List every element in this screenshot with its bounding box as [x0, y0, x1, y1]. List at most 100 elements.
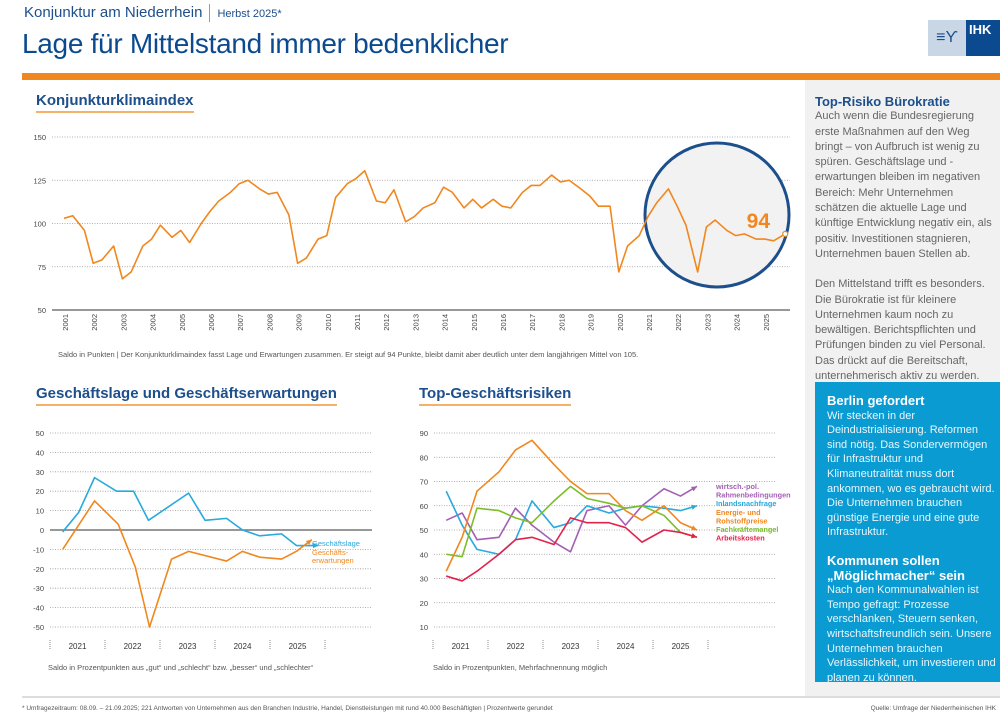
- chart3-title: Top-Geschäftsrisiken: [419, 385, 572, 406]
- series-line: [445, 485, 698, 553]
- y-tick-label: 125: [33, 176, 46, 185]
- highlight-value: 94: [747, 210, 771, 233]
- y-tick-label: 0: [40, 526, 44, 535]
- logo-text: IHK: [966, 20, 1000, 56]
- y-tick-label: 50: [38, 306, 46, 315]
- box2-title1: Berlin gefordert: [827, 393, 925, 408]
- y-tick-label: -30: [33, 584, 44, 593]
- eagle-icon: ≡ϒ: [928, 20, 966, 56]
- box2-paragraph2: Nach den Kommunalwahlen ist Tempo gefrag…: [827, 584, 996, 684]
- y-tick-label: -10: [33, 545, 44, 554]
- x-tick-label: 2008: [265, 314, 274, 331]
- series-line-arrow-icon: [691, 504, 697, 510]
- series-line: [445, 490, 698, 556]
- chart2-caption: Saldo in Prozentpunkten aus „gut“ und „s…: [48, 663, 314, 672]
- y-tick-label: 20: [420, 599, 428, 608]
- x-tick-label: 2025: [762, 314, 771, 331]
- x-tick-label: 2003: [119, 314, 128, 331]
- chart1-caption: Saldo in Punkten | Der Konjunkturklimain…: [58, 350, 639, 359]
- y-tick-label: 80: [420, 453, 428, 462]
- box2-title2: Kommunen sollen „Möglichmacher“ sein: [827, 552, 965, 583]
- konjunkturklima-chart: 50 75 100 125 150 2001 2002 2003 2004 2005 2006 200…: [33, 133, 791, 331]
- x-tick-label: 2001: [61, 314, 70, 331]
- x-tick-label: 2004: [149, 314, 158, 331]
- y-tick-label: 50: [420, 526, 428, 535]
- series-line-arrow-icon: [691, 533, 697, 539]
- y-tick-label: 20: [36, 487, 44, 496]
- y-tick-label: -50: [33, 623, 44, 632]
- y-tick-label: -40: [33, 604, 44, 613]
- legend-label: Energie- und: [716, 508, 761, 517]
- box1-paragraph1: Auch wenn die Bundesregierung erste Maßn…: [815, 110, 992, 260]
- orange-bar: [22, 73, 1000, 80]
- x-tick-label: 2023: [703, 314, 712, 331]
- x-tick-label: 2012: [382, 314, 391, 331]
- x-tick-label: 2005: [178, 314, 187, 331]
- series-line: [445, 439, 698, 572]
- box1-paragraph2: Den Mittelstand trifft es besonders. Die…: [815, 278, 986, 383]
- box1-title: Top-Risiko Bürokratie: [815, 94, 950, 109]
- divider: [209, 4, 211, 23]
- x-tick-label: 2007: [236, 314, 245, 331]
- series-line-arrow-icon: [305, 539, 312, 546]
- last-point-marker: [782, 230, 789, 237]
- x-tick-label: 2016: [499, 314, 508, 331]
- legend-label: erwartungen: [312, 556, 354, 565]
- legend-label: Rahmenbedingungen: [716, 491, 791, 500]
- series-line-arrow-icon: [312, 542, 319, 549]
- x-tick-label: 2002: [90, 314, 99, 331]
- series-line: [445, 517, 698, 582]
- y-tick-label: 40: [36, 448, 44, 457]
- x-tick-label: 2023: [562, 642, 580, 651]
- x-tick-label: 2023: [179, 642, 197, 651]
- y-tick-label: 30: [36, 468, 44, 477]
- x-tick-label: 2020: [616, 314, 625, 331]
- series-line-arrow-icon: [691, 525, 697, 531]
- x-tick-label: 2025: [289, 642, 307, 651]
- x-tick-label: 2022: [507, 642, 525, 651]
- x-tick-label: 2006: [207, 314, 216, 331]
- x-tick-label: 2022: [674, 314, 683, 331]
- highlight-circle: [643, 141, 791, 289]
- x-tick-label: 2018: [557, 314, 566, 331]
- series-line: [62, 476, 319, 547]
- footer-note: * Umfragezeitraum: 08.09. – 21.09.2025; …: [22, 705, 553, 712]
- legend-label: Fachkräftemangel: [716, 525, 778, 534]
- y-tick-label: 50: [36, 429, 44, 438]
- footer-source: Quelle: Umfrage der Niederrheinischen IH…: [870, 705, 996, 712]
- legend-label: Geschäfts-: [312, 548, 349, 557]
- legend-label: Inlandsnachfrage: [716, 499, 776, 508]
- x-tick-label: 2021: [645, 314, 654, 331]
- page-title: Lage für Mittelstand immer bedenklicher: [22, 28, 509, 59]
- series-line: [61, 500, 313, 628]
- x-tick-label: 2024: [733, 314, 742, 331]
- series-title: Konjunktur am Niederrhein: [24, 4, 203, 21]
- legend-label: Rohstoffpreise: [716, 516, 768, 525]
- x-tick-label: 2017: [528, 314, 537, 331]
- header-series: Konjunktur am Niederrhein Herbst 2025*: [24, 4, 282, 23]
- season-label: Herbst 2025*: [217, 8, 282, 20]
- y-tick-label: 30: [420, 575, 428, 584]
- series-line-arrow-icon: [691, 486, 697, 492]
- chart2-title: Geschäftslage und Geschäftserwartungen: [36, 385, 337, 406]
- y-tick-label: 60: [420, 502, 428, 511]
- x-tick-label: 2010: [324, 314, 333, 331]
- x-tick-label: 2011: [353, 314, 362, 330]
- y-tick-label: 70: [420, 478, 428, 487]
- konjunkturklima-line: [63, 169, 786, 280]
- chart3-caption: Saldo in Prozentpunkten, Mehrfachnennung…: [433, 663, 608, 672]
- y-tick-label: 10: [36, 507, 44, 516]
- y-tick-label: 10: [420, 623, 428, 632]
- x-tick-label: 2024: [617, 642, 635, 651]
- ihk-logo: ≡ϒ IHK: [928, 20, 1000, 56]
- chart1-title: Konjunkturklimaindex: [36, 92, 194, 113]
- geschaeftslage-chart: 50 40 30 20 10 0 -10 -20 -30 -40 -50 2021 2022 2023 20…: [33, 429, 372, 651]
- x-tick-label: 2022: [124, 642, 142, 651]
- sidebar-box-buerokratie: Top-Risiko Bürokratie Auch wenn die Bund…: [815, 94, 1000, 399]
- y-tick-label: 150: [33, 133, 46, 142]
- x-tick-label: 2024: [234, 642, 252, 651]
- x-tick-label: 2019: [587, 314, 596, 331]
- x-tick-label: 2009: [295, 314, 304, 331]
- x-tick-label: 2021: [452, 642, 470, 651]
- y-tick-label: 40: [420, 550, 428, 559]
